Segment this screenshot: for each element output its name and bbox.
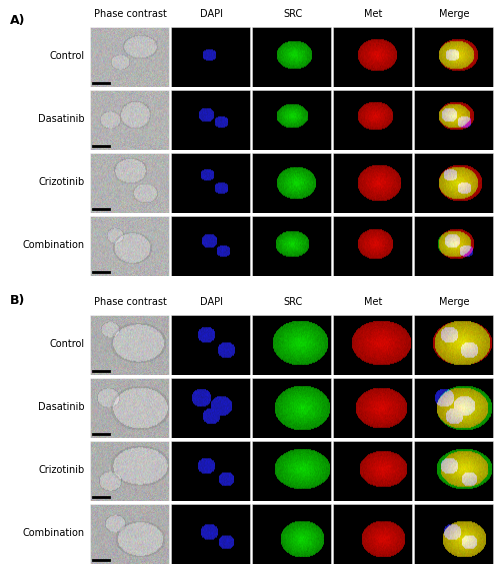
Text: SRC: SRC — [283, 9, 302, 19]
Text: B): B) — [10, 294, 26, 307]
Text: Merge: Merge — [440, 9, 470, 19]
Text: Phase contrast: Phase contrast — [94, 9, 167, 19]
Text: Met: Met — [364, 296, 382, 307]
Text: SRC: SRC — [283, 296, 302, 307]
Text: Merge: Merge — [440, 296, 470, 307]
Text: Control: Control — [50, 51, 85, 61]
Text: Crizotinib: Crizotinib — [38, 177, 85, 187]
Text: Combination: Combination — [23, 240, 85, 250]
Text: A): A) — [10, 14, 26, 27]
Text: Dasatinib: Dasatinib — [38, 114, 85, 124]
Text: Combination: Combination — [23, 528, 85, 538]
Text: DAPI: DAPI — [200, 296, 223, 307]
Text: Met: Met — [364, 9, 382, 19]
Text: Phase contrast: Phase contrast — [94, 296, 167, 307]
Text: DAPI: DAPI — [200, 9, 223, 19]
Text: Dasatinib: Dasatinib — [38, 402, 85, 412]
Text: Control: Control — [50, 339, 85, 349]
Text: Crizotinib: Crizotinib — [38, 465, 85, 475]
